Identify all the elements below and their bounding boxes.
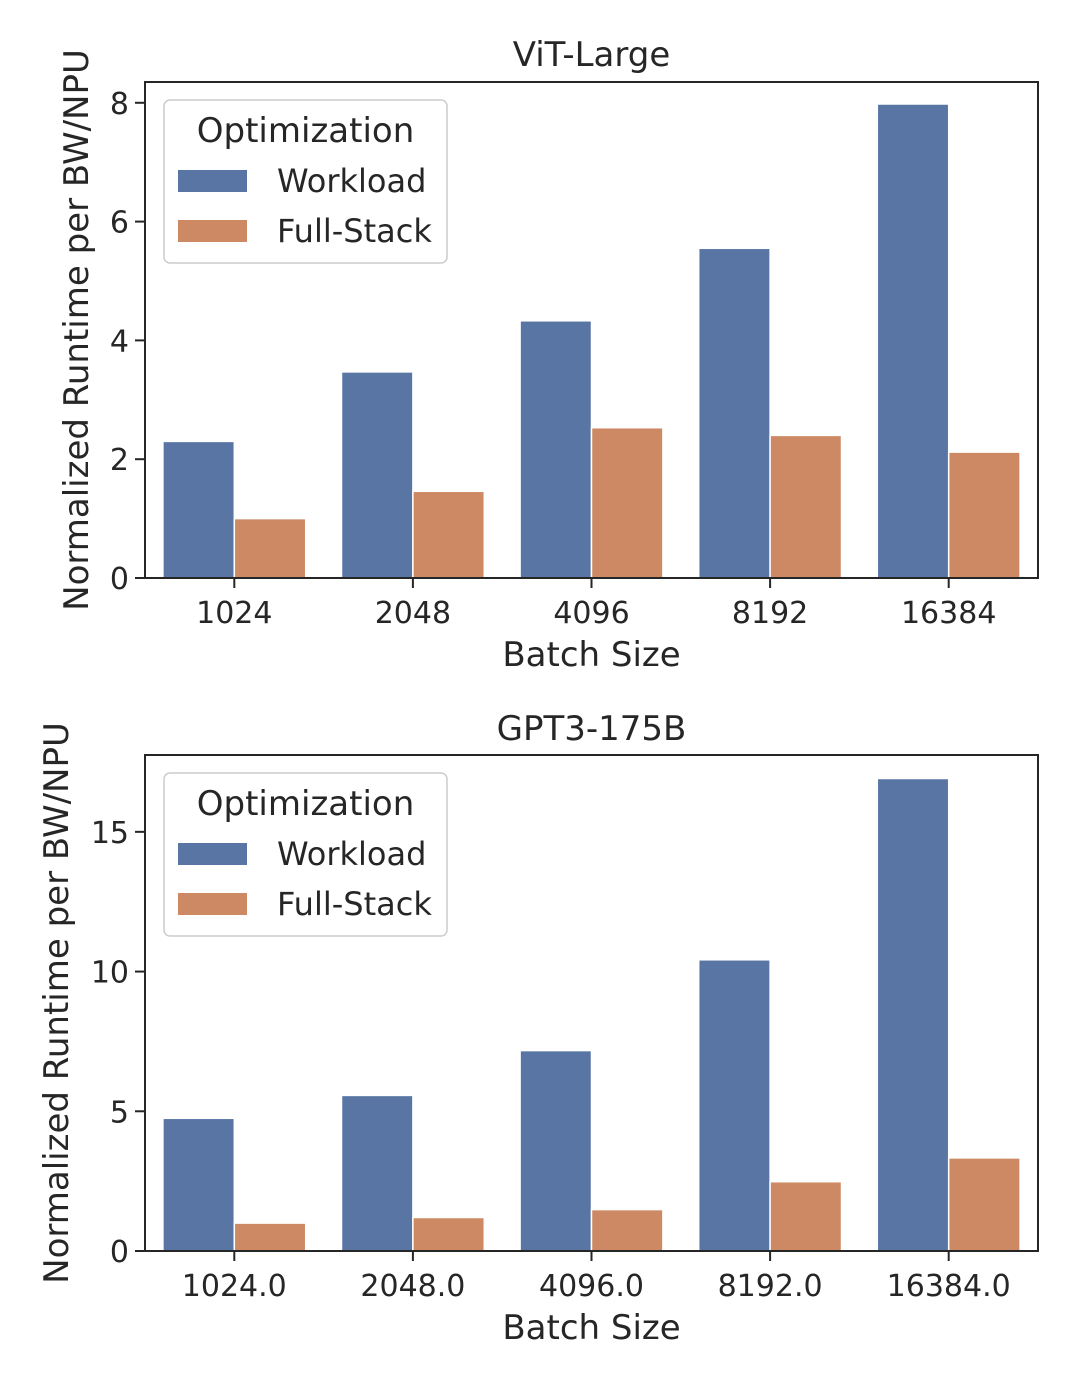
legend-label-full-stack: Full-Stack xyxy=(277,212,432,250)
legend-swatch-workload xyxy=(178,843,247,865)
y-tick-label: 4 xyxy=(110,324,129,359)
bar-workload-16384 xyxy=(876,103,950,579)
y-tick-label: 6 xyxy=(110,206,129,241)
x-tick-label: 2048 xyxy=(375,596,451,631)
bar-workload-1024 xyxy=(162,440,236,579)
x-tick-label: 8192.0 xyxy=(718,1269,823,1304)
x-axis-label: Batch Size xyxy=(502,635,680,675)
y-tick-label: 2 xyxy=(110,443,129,478)
bar-workload-8192-0 xyxy=(697,959,771,1252)
bar-full-stack-4096-0 xyxy=(590,1208,664,1252)
chart-title: GPT3-175B xyxy=(497,709,687,749)
y-tick-label: 5 xyxy=(110,1095,129,1130)
x-tick-label: 1024 xyxy=(196,596,272,631)
bar-workload-2048 xyxy=(340,371,414,579)
bar-full-stack-8192-0 xyxy=(769,1180,843,1252)
legend-label-workload: Workload xyxy=(277,835,426,873)
chart-vit-large: 0 2 4 6 8 1024 2048 4096 8192 16384 Batch Size Norm… xyxy=(57,35,1039,675)
bar-full-stack-16384 xyxy=(947,451,1021,579)
chart-gpt3-175b: 0 5 10 15 1024.0 2048.0 4096.0 8192.0 16384.0 Bat… xyxy=(37,709,1039,1348)
legend-swatch-workload xyxy=(178,170,247,192)
x-tick-label: 8192 xyxy=(732,596,808,631)
bar-workload-8192 xyxy=(697,247,771,579)
bar-full-stack-1024-0 xyxy=(233,1222,307,1252)
bar-full-stack-2048 xyxy=(412,490,486,579)
y-axis-label: Normalized Runtime per BW/NPU xyxy=(37,722,77,1284)
x-axis-label: Batch Size xyxy=(502,1308,680,1348)
legend-swatch-full-stack xyxy=(178,220,247,242)
x-tick-label: 16384 xyxy=(901,596,996,631)
y-tick-label: 0 xyxy=(110,1235,129,1270)
bar-full-stack-2048-0 xyxy=(412,1216,486,1252)
legend-label-workload: Workload xyxy=(277,162,426,200)
bar-full-stack-8192 xyxy=(769,434,843,579)
y-tick-label: 0 xyxy=(110,562,129,597)
bar-full-stack-1024 xyxy=(233,517,307,579)
bar-workload-4096 xyxy=(519,320,593,579)
bar-workload-1024-0 xyxy=(162,1117,236,1252)
x-tick-label: 16384.0 xyxy=(887,1269,1011,1304)
bar-workload-4096-0 xyxy=(519,1049,593,1252)
bar-workload-2048-0 xyxy=(340,1094,414,1252)
legend-title: Optimization xyxy=(197,784,415,824)
legend-title: Optimization xyxy=(197,111,415,151)
legend: Optimization Workload Full-Stack xyxy=(163,772,448,937)
x-tick-label: 4096 xyxy=(553,596,629,631)
y-tick-label: 10 xyxy=(91,956,129,991)
legend-label-full-stack: Full-Stack xyxy=(277,885,432,923)
y-tick-label: 8 xyxy=(110,87,129,122)
x-tick-label: 4096.0 xyxy=(539,1269,644,1304)
bar-full-stack-16384-0 xyxy=(947,1157,1021,1252)
bar-full-stack-4096 xyxy=(590,426,664,579)
legend-swatch-full-stack xyxy=(178,893,247,915)
y-tick-label: 15 xyxy=(91,816,129,851)
x-tick-label: 2048.0 xyxy=(360,1269,465,1304)
legend: Optimization Workload Full-Stack xyxy=(163,99,448,264)
bar-workload-16384-0 xyxy=(876,777,950,1252)
y-axis-label: Normalized Runtime per BW/NPU xyxy=(57,49,97,611)
chart-title: ViT-Large xyxy=(513,35,671,75)
x-tick-label: 1024.0 xyxy=(182,1269,287,1304)
